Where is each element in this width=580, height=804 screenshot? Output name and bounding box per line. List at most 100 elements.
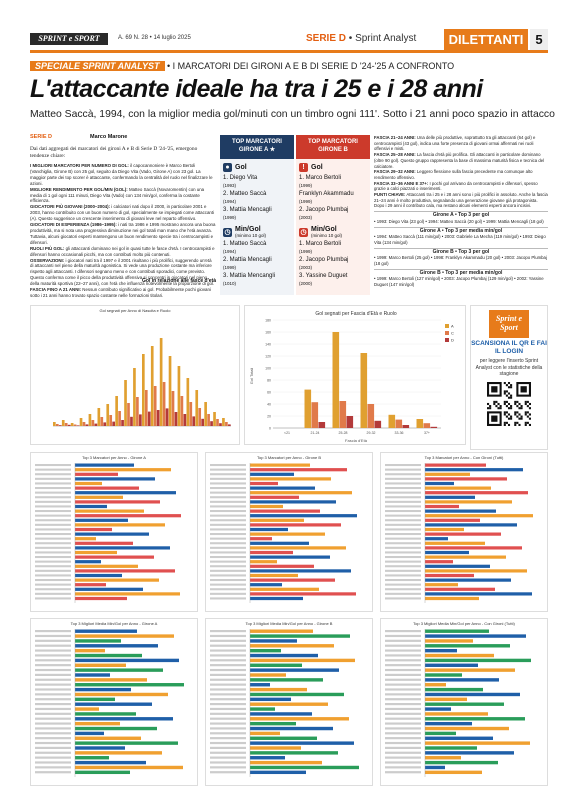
article-paragraph: FASCIA 21–24 ANNI: Una delle più produtt… bbox=[374, 135, 536, 152]
row-label bbox=[210, 588, 246, 591]
bar bbox=[250, 541, 309, 545]
bar bbox=[395, 419, 403, 428]
list-item: 2. Mattia Mencagli (1999) bbox=[223, 257, 272, 270]
y-tick-label: 180 bbox=[265, 319, 271, 323]
row-label bbox=[385, 528, 421, 531]
row-label bbox=[210, 510, 246, 513]
bar bbox=[75, 573, 122, 578]
bar bbox=[425, 770, 482, 775]
bar bbox=[250, 644, 334, 648]
article-paragraph: FASCIA 25–28 ANNI: La fascia d'età più p… bbox=[374, 152, 545, 169]
bar bbox=[210, 421, 213, 426]
bar bbox=[425, 564, 490, 568]
chart-panel-svg bbox=[35, 463, 181, 603]
bar bbox=[250, 678, 323, 682]
bar bbox=[159, 338, 163, 426]
qr-module bbox=[524, 402, 527, 405]
bar bbox=[147, 411, 151, 426]
bar bbox=[425, 648, 457, 653]
x-tick-label: 29-32 bbox=[367, 431, 376, 435]
list-item: 3. Mattia Mencangli (1010) bbox=[223, 273, 276, 286]
qr-module bbox=[526, 400, 529, 403]
bar bbox=[97, 408, 101, 426]
bar bbox=[250, 477, 331, 481]
bar bbox=[250, 527, 288, 532]
qr-module bbox=[528, 402, 531, 405]
bar bbox=[204, 402, 207, 426]
list-item: 2. Matteo Saccà (1994) bbox=[223, 191, 267, 204]
row-label bbox=[35, 654, 71, 657]
bar bbox=[425, 692, 520, 697]
row-label bbox=[210, 712, 246, 715]
bar bbox=[250, 537, 272, 541]
row-label bbox=[210, 688, 246, 691]
row-label bbox=[210, 556, 246, 559]
bar bbox=[425, 751, 514, 755]
qr-module bbox=[510, 385, 513, 388]
qr-promo[interactable]: Sprint e Sport SCANSIONA IL QR E FAI IL … bbox=[470, 305, 548, 450]
row-label bbox=[35, 491, 71, 494]
bar bbox=[250, 702, 328, 706]
row-label bbox=[210, 732, 246, 735]
qr-module bbox=[505, 421, 508, 424]
bar bbox=[75, 751, 162, 755]
bar bbox=[75, 564, 138, 568]
row-label bbox=[35, 551, 71, 554]
qr-module bbox=[528, 417, 531, 420]
newspaper-logo[interactable]: SPRINT e SPORT bbox=[30, 33, 108, 45]
y-tick-label: 80 bbox=[267, 379, 271, 383]
chart-goals-by-year-svg bbox=[53, 338, 231, 427]
bar bbox=[250, 546, 346, 550]
row-label bbox=[35, 712, 71, 715]
row-label bbox=[210, 707, 246, 711]
row-label bbox=[385, 583, 421, 586]
bar bbox=[75, 697, 115, 702]
bar bbox=[425, 504, 459, 509]
bar bbox=[75, 639, 121, 643]
chart-title: Gol segnati per Anno di Nascita e Ruolo bbox=[99, 308, 171, 313]
bar bbox=[228, 424, 231, 426]
row-label bbox=[35, 588, 71, 591]
row-label bbox=[385, 751, 421, 754]
chart-panel-svg bbox=[385, 463, 533, 603]
bar bbox=[121, 420, 124, 426]
bar bbox=[425, 741, 530, 745]
bar bbox=[75, 736, 141, 740]
bar bbox=[91, 420, 95, 426]
bar bbox=[250, 578, 335, 582]
qr-module bbox=[505, 415, 508, 418]
bar bbox=[213, 412, 216, 426]
bar bbox=[250, 648, 281, 653]
bar bbox=[75, 583, 106, 587]
qr-module bbox=[510, 404, 513, 407]
chart-title: Top 3 Migliori Media Min/Gol per Anno - … bbox=[245, 621, 333, 626]
row-label bbox=[35, 528, 71, 531]
row-label bbox=[35, 477, 71, 480]
article-paragraph: PUNTI CHIAVE: Attaccanti tra i 25 e i 28… bbox=[374, 192, 548, 209]
row-label bbox=[35, 569, 71, 572]
bar bbox=[250, 639, 297, 643]
row-label bbox=[385, 649, 421, 652]
row-label bbox=[385, 565, 421, 568]
bar bbox=[130, 416, 133, 426]
bar bbox=[186, 378, 190, 426]
bar bbox=[332, 332, 340, 428]
bar bbox=[139, 414, 142, 426]
qr-module bbox=[526, 415, 529, 418]
bar bbox=[75, 687, 131, 692]
promo-cta: SCANSIONA IL QR E FAI IL LOGIN bbox=[471, 340, 547, 355]
paragraph-lead: MIGLIORE RENDIMENTO PER GOL/MIN (GOL): bbox=[30, 186, 128, 192]
qr-module bbox=[520, 417, 523, 420]
bar bbox=[165, 408, 169, 426]
row-label bbox=[210, 500, 246, 503]
bar bbox=[250, 756, 285, 760]
bar bbox=[425, 726, 509, 731]
row-label bbox=[385, 722, 421, 725]
bar bbox=[76, 425, 80, 426]
qr-code-icon[interactable] bbox=[487, 381, 531, 426]
row-label bbox=[35, 693, 71, 696]
bar bbox=[425, 514, 533, 518]
bar bbox=[250, 555, 330, 559]
section-name: SERIE D bbox=[306, 33, 347, 44]
chart-title: Top 3 Marcatori per Anno - Girone B bbox=[256, 455, 322, 460]
